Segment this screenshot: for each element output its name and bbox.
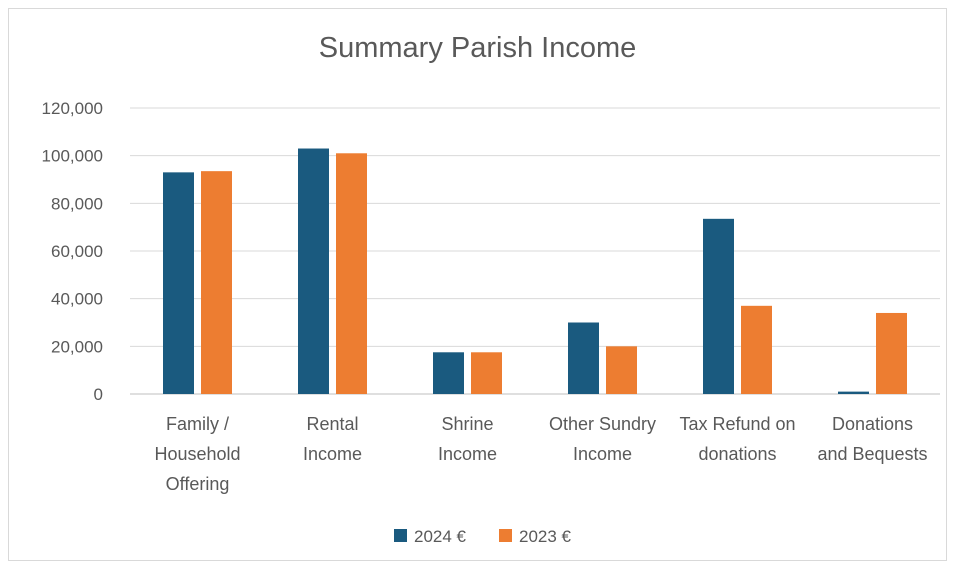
bars — [163, 148, 907, 394]
legend-swatch — [394, 529, 407, 542]
y-tick-label: 100,000 — [42, 147, 103, 166]
x-category-label: Donations and Bequests — [817, 414, 927, 464]
bar-series-1 — [298, 148, 329, 394]
legend-swatch — [499, 529, 512, 542]
x-category-label: Family / Household Offering — [154, 414, 240, 494]
x-category-label: Shrine Income — [438, 414, 497, 464]
bar-series-2 — [336, 153, 367, 394]
y-tick-label: 40,000 — [51, 290, 103, 309]
bar-series-1 — [568, 322, 599, 394]
legend-label: 2023 € — [519, 527, 572, 546]
y-tick-label: 60,000 — [51, 242, 103, 261]
x-axis-category-labels: Family / Household Offering Rental Income Shr… — [154, 414, 927, 494]
x-category-label: Rental Income — [303, 414, 362, 464]
legend-label: 2024 € — [414, 527, 467, 546]
bar-series-1 — [163, 172, 194, 394]
bar-series-2 — [741, 305, 772, 394]
bar-series-2 — [606, 346, 637, 394]
y-tick-label: 80,000 — [51, 194, 103, 213]
y-axis-tick-labels: 0 20,000 40,000 60,000 80,000 100,000 120,000 — [42, 99, 103, 404]
bar-series-1 — [703, 218, 734, 394]
y-tick-label: 20,000 — [51, 337, 103, 356]
y-tick-label: 120,000 — [42, 99, 103, 118]
bar-series-2 — [876, 312, 907, 394]
bar-series-1 — [838, 391, 869, 394]
y-tick-label: 0 — [94, 385, 103, 404]
x-category-label: Other Sundry Income — [549, 414, 656, 464]
bar-series-1 — [433, 352, 464, 394]
gridlines — [130, 107, 940, 395]
x-category-label: Tax Refund on donations — [679, 414, 795, 464]
chart-title: Summary Parish Income — [318, 32, 637, 64]
bar-series-2 — [201, 171, 232, 394]
bar-series-2 — [471, 352, 502, 394]
legend: 2024 € 2023 € — [394, 527, 572, 546]
